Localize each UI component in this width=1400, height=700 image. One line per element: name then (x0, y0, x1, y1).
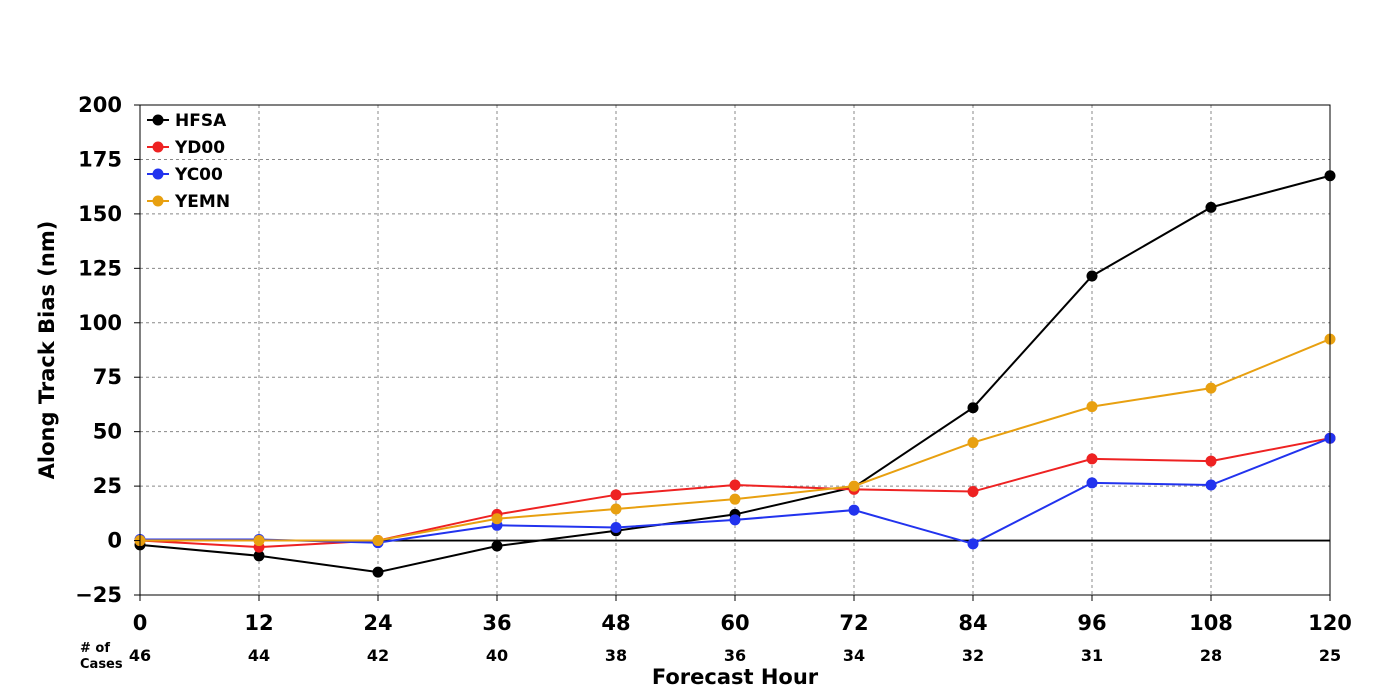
legend-label: YD00 (174, 138, 225, 158)
legend: HFSA YD00 YC00 YEMN (147, 111, 230, 212)
data-point (848, 480, 860, 492)
data-point (1086, 270, 1098, 282)
x-tick-label: 84 (958, 611, 987, 635)
data-point (1205, 455, 1217, 467)
data-point (610, 503, 622, 515)
legend-marker (152, 141, 164, 153)
x-tick-label: 72 (839, 611, 868, 635)
case-count: 36 (724, 646, 746, 665)
y-tick-label: 0 (107, 529, 122, 553)
x-tick-label: 48 (601, 611, 630, 635)
data-point (1086, 401, 1098, 413)
legend-marker (152, 114, 164, 126)
x-axis-label: Forecast Hour (652, 665, 819, 689)
y-tick-label: 200 (78, 93, 122, 117)
case-count: 46 (129, 646, 151, 665)
case-count: 28 (1200, 646, 1222, 665)
y-tick-label: 150 (78, 202, 122, 226)
data-point (1086, 453, 1098, 465)
x-tick-label: 0 (133, 611, 148, 635)
y-tick-label: 175 (78, 147, 122, 171)
data-point (848, 504, 860, 516)
cases-row: 46 44 42 40 38 36 34 32 31 28 25 (129, 646, 1341, 665)
y-tick-label: 125 (78, 256, 122, 280)
y-tick-labels: −25 0 25 50 75 100 125 150 175 200 (75, 93, 140, 607)
data-point (967, 437, 979, 449)
x-tick-label: 24 (363, 611, 392, 635)
data-point (610, 521, 622, 533)
x-tick-label: 36 (482, 611, 511, 635)
y-tick-label: 100 (78, 311, 122, 335)
data-point (967, 402, 979, 414)
x-tick-label: 120 (1308, 611, 1352, 635)
data-point (729, 514, 741, 526)
case-count: 25 (1319, 646, 1341, 665)
y-tick-label: −25 (75, 583, 122, 607)
data-point (610, 489, 622, 501)
case-count: 31 (1081, 646, 1103, 665)
data-point (1205, 479, 1217, 491)
data-point (729, 479, 741, 491)
case-count: 38 (605, 646, 627, 665)
data-point (1086, 477, 1098, 489)
cases-label-line1: # of (80, 641, 110, 656)
legend-entry: YC00 (147, 165, 223, 185)
y-tick-label: 25 (93, 474, 122, 498)
case-count: 34 (843, 646, 865, 665)
cases-label-line2: Cases (80, 657, 123, 672)
data-point (967, 486, 979, 498)
data-point (372, 535, 384, 547)
data-point (1205, 201, 1217, 213)
legend-label: YC00 (174, 165, 223, 185)
data-point (491, 540, 503, 552)
y-tick-label: 75 (93, 365, 122, 389)
series-yd00 (134, 432, 1336, 553)
x-tick-label: 96 (1077, 611, 1106, 635)
case-count: 42 (367, 646, 389, 665)
legend-entry: YD00 (147, 138, 225, 158)
series-lines (134, 170, 1336, 578)
data-point (729, 493, 741, 505)
legend-entry: YEMN (147, 192, 230, 212)
legend-label: HFSA (175, 111, 227, 131)
x-tick-label: 60 (720, 611, 749, 635)
legend-marker (152, 168, 164, 180)
data-point (1205, 382, 1217, 394)
case-count: 32 (962, 646, 984, 665)
x-tick-labels: 0 12 24 36 48 60 72 84 96 108 120 (133, 595, 1352, 635)
data-point (967, 538, 979, 550)
data-point (372, 566, 384, 578)
y-tick-label: 50 (93, 420, 122, 444)
data-point (253, 550, 265, 562)
case-count: 44 (248, 646, 270, 665)
legend-entry: HFSA (147, 111, 227, 131)
data-point (491, 513, 503, 525)
legend-marker (152, 195, 164, 207)
y-axis-label: Along Track Bias (nm) (35, 221, 59, 480)
x-tick-label: 12 (244, 611, 273, 635)
data-point (253, 535, 265, 547)
legend-label: YEMN (174, 192, 230, 212)
case-count: 40 (486, 646, 508, 665)
x-tick-label: 108 (1189, 611, 1233, 635)
